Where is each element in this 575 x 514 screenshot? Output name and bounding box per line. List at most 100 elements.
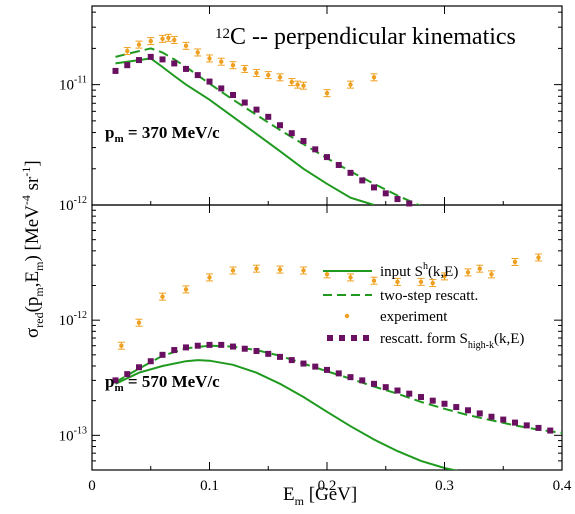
x-tick-label: 0.4 [553,478,572,494]
bottom-experiment-point [323,270,331,279]
bottom-experiment-point [117,341,125,350]
bottom-highk-point [535,424,542,431]
bottom-experiment-point [206,273,213,282]
bottom-highk-point [453,404,460,411]
bottom-highk-point [441,400,448,407]
y-axis-label: σred(pm,Em) [MeV-4 sr-1] [19,160,46,338]
bottom-experiment-point [476,264,484,273]
top-highk-point [183,65,189,72]
bottom-highk-point [171,347,178,354]
top-highk-point [406,200,413,207]
bottom-highk-point [406,390,413,397]
bottom-highk-point [547,427,554,434]
top-experiment-point [159,34,166,43]
top-highk-point [371,184,377,191]
bottom-highk-point [500,416,507,423]
bottom-highk-point [359,377,366,384]
bottom-highk-point [183,344,189,351]
top-highk-point [124,62,131,69]
bottom-experiment-point [417,277,425,286]
top-highk-point [288,130,295,137]
y-tick-label: 10-12 [59,310,87,329]
bottom-panel-annotation: pm = 570 MeV/c [105,372,220,394]
bottom-highk-point [194,342,201,349]
bottom-experiment-point [182,285,190,294]
bottom-highk-point [324,366,330,373]
top-highk-point [359,177,366,184]
bottom-highk-point [265,350,272,357]
bottom-highk-point [429,397,436,404]
top-experiment-point [253,68,260,77]
bottom-experiment-point [441,272,448,281]
bottom-highk-point [476,410,483,417]
bottom-experiment-point [135,318,143,327]
bottom-experiment-point [464,268,472,277]
legend-label-highk: rescatt. form Shigh-k(k,E) [380,331,524,351]
bottom-highk-point [371,380,377,387]
y-tick-label: 10-12 [59,195,87,214]
top-highk-point [347,169,354,176]
top-highk-point [265,113,272,120]
bottom-experiment-point [535,253,542,262]
top-experiment-point [217,57,225,66]
top-experiment-point [288,78,296,87]
top-experiment-point [229,61,237,70]
legend-label-experiment: experiment [380,309,448,325]
top-experiment-point [264,71,272,80]
top-highk-point [112,67,119,74]
x-tick-label: 0.3 [435,478,454,494]
chart-title: C -- perpendicular kinematics [230,24,516,50]
top-series-dashed-line [115,47,421,205]
legend: input Sh(k,E) two-step rescatt. experime… [323,261,524,351]
bottom-panel-plot [112,253,562,470]
top-experiment-point [123,47,131,56]
bottom-experiment-point [276,265,284,274]
top-highk-point [206,78,213,85]
y-tick-label: 10-13 [59,425,87,444]
bottom-experiment-point [488,270,495,279]
x-axis-label: Em [GeV] [283,484,357,508]
bottom-highk-point [300,360,307,367]
top-experiment-point [347,80,354,89]
bottom-highk-point [253,347,260,354]
bottom-experiment-point [253,264,260,273]
top-highk-point [324,154,330,161]
top-highk-point [241,99,248,106]
bottom-series-solid-line [115,359,459,470]
top-highk-point [312,146,319,153]
top-series-solid-line [115,57,375,205]
bottom-experiment-point [300,266,307,275]
top-experiment-point [206,54,213,63]
bottom-experiment-point [229,266,237,275]
legend-label-rescatt: two-step rescatt. [380,288,478,304]
x-tick-label: 0.1 [200,478,219,494]
x-tick-label: 0 [88,478,96,494]
bottom-highk-point [312,363,319,370]
bottom-highk-point [124,371,131,378]
top-experiment-point [164,33,172,42]
axis-ticks: 0 0.1 0.2 0.3 0.4 10-12 10-11 10-13 10-12 [59,6,572,494]
top-highk-point [136,57,142,64]
top-experiment-point [323,89,331,98]
bottom-highk-point [206,341,213,348]
top-highk-point [335,161,342,168]
bottom-highk-point [288,357,295,364]
legend-swatch-highk [327,335,369,341]
top-highk-point [171,60,178,67]
bottom-series-dashed-line [115,344,562,434]
bottom-highk-point [218,341,225,348]
bottom-highk-point [512,419,518,426]
top-experiment-point [300,81,307,90]
bottom-highk-point [335,370,342,377]
top-experiment-point [170,35,178,44]
bottom-highk-point [147,358,154,365]
top-highk-point [218,85,225,92]
bottom-highk-point [112,377,119,384]
top-experiment-point [147,37,155,46]
top-experiment-point [194,48,202,57]
bottom-experiment-point [347,273,354,282]
bottom-highk-point [136,364,142,371]
top-experiment-point [241,64,249,73]
top-highk-point [230,92,236,99]
